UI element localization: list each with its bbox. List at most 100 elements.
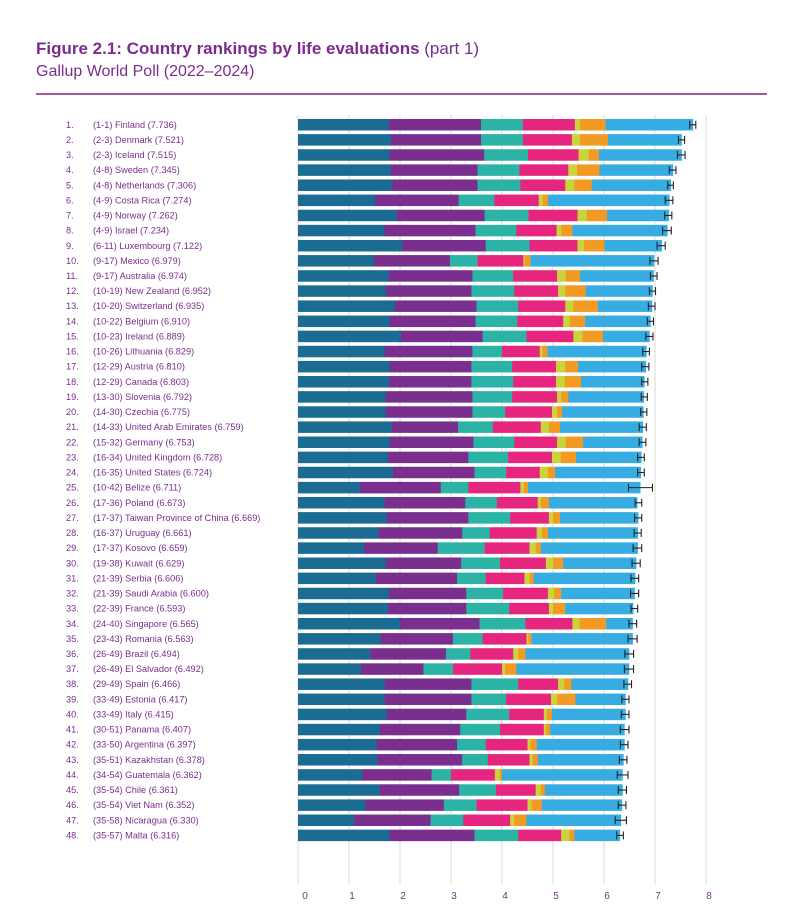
row-rank: 24. xyxy=(66,468,79,478)
bar-segment xyxy=(562,406,644,418)
bar-segment xyxy=(514,436,558,449)
x-tick-label: 2 xyxy=(400,891,406,902)
bar-segment xyxy=(591,179,672,191)
bar-segment xyxy=(565,270,581,282)
row-range: (4-9) xyxy=(93,195,115,205)
row-score: (7.234) xyxy=(140,226,169,236)
bar-segment xyxy=(385,406,473,418)
figure-header: Figure 2.1: Country rankings by life eva… xyxy=(36,38,768,83)
row-country-label: (26-49) El Salvador (6.492) xyxy=(93,664,204,674)
bar-segment xyxy=(389,360,472,373)
bar-segment xyxy=(494,769,501,781)
bar-segment xyxy=(485,239,530,252)
bar-segment xyxy=(543,708,548,721)
row-country-label: (2-3) Iceland (7.515) xyxy=(93,150,176,160)
bar-segment xyxy=(298,648,371,660)
bar-segment xyxy=(484,542,530,554)
bar-row xyxy=(298,255,659,267)
bar-segment xyxy=(553,602,566,615)
bar-segment xyxy=(373,255,451,267)
row-country-label: (10-42) Belize (6.711) xyxy=(93,483,181,493)
bar-segment xyxy=(298,497,385,509)
row-range: (21-39) xyxy=(93,573,125,583)
bar-segment xyxy=(376,738,458,751)
bar-segment xyxy=(460,723,501,736)
row-country-label: (10-22) Belgium (6.910) xyxy=(93,316,190,326)
bar-segment xyxy=(528,209,578,222)
bar-segment xyxy=(298,542,365,554)
bar-segment xyxy=(560,451,577,464)
bar-segment xyxy=(512,360,557,373)
bar-segment xyxy=(485,738,528,751)
row-rank: 17. xyxy=(66,362,79,372)
bar-segment xyxy=(543,723,547,736)
row-rank: 43. xyxy=(66,755,79,765)
bar-segment xyxy=(561,587,635,600)
row-rank: 13. xyxy=(66,301,79,311)
bar-segment xyxy=(298,512,388,524)
bar-segment xyxy=(540,421,550,433)
bar-segment xyxy=(556,224,562,237)
row-score: (7.736) xyxy=(148,120,177,130)
bar-segment xyxy=(298,255,375,267)
row-country-label: (22-39) France (6.593) xyxy=(93,604,185,614)
bar-segment xyxy=(577,209,587,222)
row-rank: 39. xyxy=(66,694,79,704)
row-country: Finland xyxy=(115,120,148,130)
bar-segment xyxy=(569,315,586,328)
bar-row xyxy=(298,285,657,297)
bar-segment xyxy=(482,633,527,645)
bar-segment xyxy=(520,481,525,494)
row-country: Singapore xyxy=(125,619,169,629)
bar-segment xyxy=(370,648,447,660)
bar-segment xyxy=(526,633,529,645)
row-range: (26-49) xyxy=(93,664,125,674)
row-score: (6.889) xyxy=(156,331,185,341)
bar-segment xyxy=(558,678,565,690)
row-score: (6.378) xyxy=(176,755,205,765)
bar-segment xyxy=(585,285,653,297)
row-country-label: (35-51) Kazakhstan (6.378) xyxy=(93,755,205,765)
bar-row xyxy=(298,708,630,721)
row-country-label: (4-9) Costa Rica (7.274) xyxy=(93,195,192,205)
bar-row xyxy=(298,602,639,615)
bar-segment xyxy=(386,512,469,524)
row-range: (33-49) xyxy=(93,709,125,719)
bar-segment xyxy=(513,270,558,282)
bar-segment xyxy=(387,602,467,615)
bar-row xyxy=(298,149,686,161)
bar-segment xyxy=(298,678,385,690)
bar-segment xyxy=(401,330,483,343)
bar-segment xyxy=(472,391,513,403)
row-rank: 26. xyxy=(66,498,79,508)
bar-segment xyxy=(530,255,655,267)
row-score: (6.606) xyxy=(154,573,183,583)
bar-segment xyxy=(487,754,530,766)
bar-segment xyxy=(479,617,526,630)
bar-segment xyxy=(298,769,363,781)
row-country: Sweden xyxy=(115,165,151,175)
row-range: (10-23) xyxy=(93,331,125,341)
bar-segment xyxy=(484,149,529,161)
bar-segment xyxy=(547,345,647,358)
row-country-label: (1-1) Finland (7.736) xyxy=(93,120,177,130)
bar-segment xyxy=(522,134,573,146)
row-score: (7.521) xyxy=(155,135,184,145)
bar-segment xyxy=(471,678,519,690)
bar-segment xyxy=(354,814,431,827)
bar-row xyxy=(298,345,650,358)
row-country: Italy xyxy=(125,709,144,719)
bar-segment xyxy=(475,224,517,237)
bar-segment xyxy=(473,436,515,449)
row-range: (6-11) xyxy=(93,241,119,251)
row-country: United Kingdom xyxy=(125,452,193,462)
row-labels: 1. (1-1) Finland (7.736) 2. (2-3) Denmark (… xyxy=(66,120,260,841)
row-country-label: (21-39) Serbia (6.606) xyxy=(93,573,183,583)
row-rank: 36. xyxy=(66,649,79,659)
bar-segment xyxy=(502,769,623,781)
row-country: Mexico xyxy=(120,256,152,266)
bar-segment xyxy=(298,436,391,449)
bar-segment xyxy=(375,572,458,585)
bar-segment xyxy=(524,255,531,267)
figure-title: Figure 2.1: Country rankings by life eva… xyxy=(36,39,420,58)
